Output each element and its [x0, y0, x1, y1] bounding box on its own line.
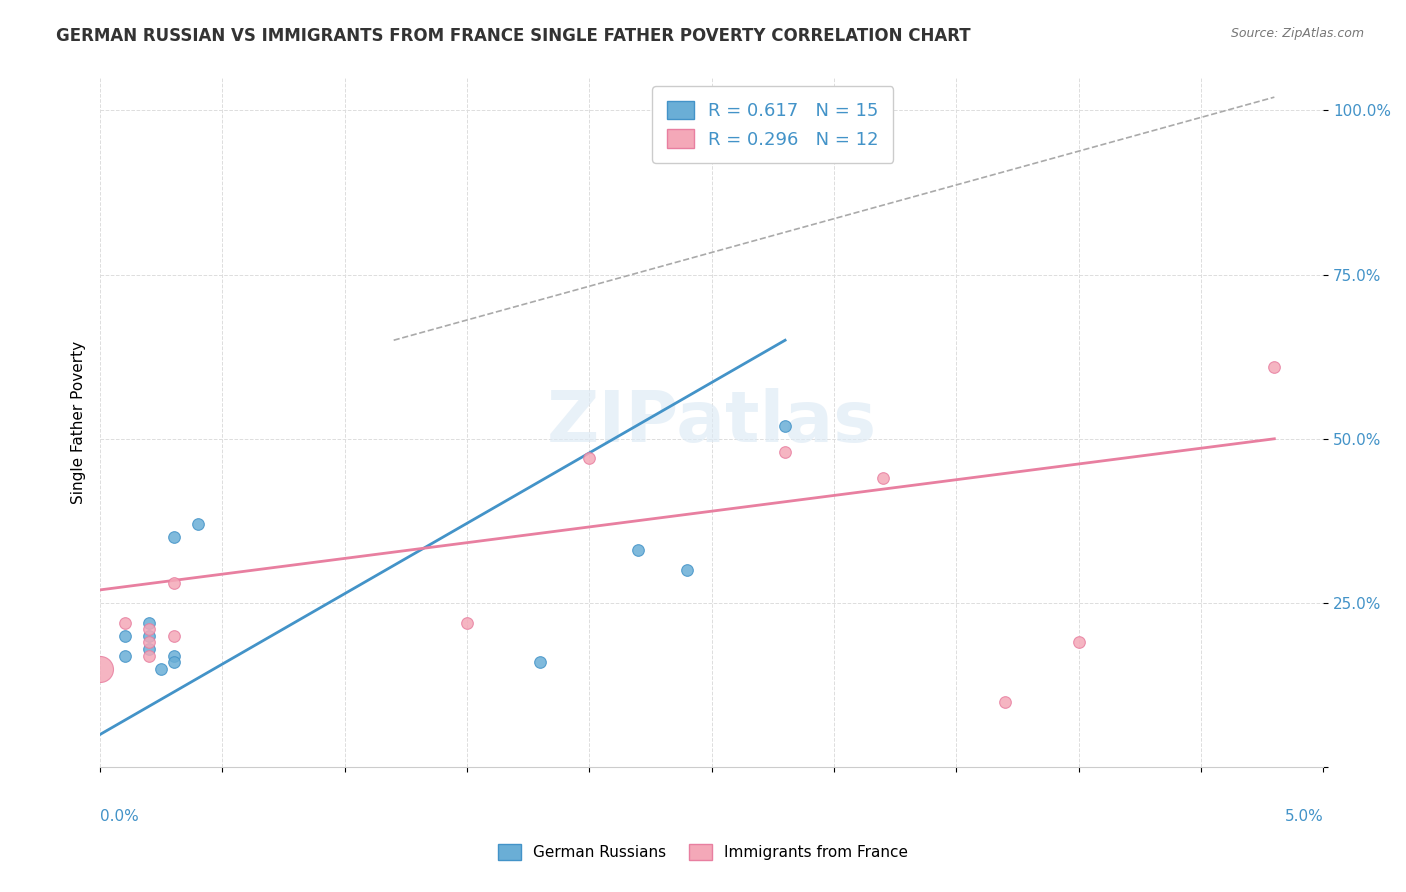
Legend: German Russians, Immigrants from France: German Russians, Immigrants from France: [492, 838, 914, 866]
Text: 0.0%: 0.0%: [100, 809, 139, 823]
Point: [114, 629, 136, 643]
Y-axis label: Single Father Poverty: Single Father Poverty: [72, 341, 86, 504]
Point: [994, 695, 1017, 709]
Point: [114, 648, 136, 663]
Point: [162, 629, 184, 643]
Point: [138, 622, 160, 636]
Point: [162, 648, 184, 663]
Point: [114, 615, 136, 630]
Point: [1263, 359, 1285, 374]
Text: GERMAN RUSSIAN VS IMMIGRANTS FROM FRANCE SINGLE FATHER POVERTY CORRELATION CHART: GERMAN RUSSIAN VS IMMIGRANTS FROM FRANCE…: [56, 27, 972, 45]
Point: [89, 662, 111, 676]
Point: [1067, 635, 1090, 649]
Point: [872, 471, 894, 485]
Text: 5.0%: 5.0%: [1285, 809, 1323, 823]
Point: [456, 615, 478, 630]
Point: [773, 418, 796, 433]
Legend: R = 0.617   N = 15, R = 0.296   N = 12: R = 0.617 N = 15, R = 0.296 N = 12: [652, 87, 893, 163]
Point: [138, 615, 160, 630]
Point: [138, 629, 160, 643]
Point: [150, 662, 173, 676]
Point: [138, 635, 160, 649]
Point: [187, 517, 209, 532]
Point: [773, 123, 796, 137]
Text: Source: ZipAtlas.com: Source: ZipAtlas.com: [1230, 27, 1364, 40]
Point: [162, 576, 184, 591]
Point: [529, 655, 551, 669]
Point: [162, 655, 184, 669]
Point: [162, 530, 184, 544]
Text: ZIPatlas: ZIPatlas: [547, 388, 877, 457]
Point: [578, 451, 600, 466]
Point: [676, 563, 699, 577]
Point: [138, 642, 160, 657]
Point: [627, 543, 650, 558]
Point: [773, 445, 796, 459]
Point: [138, 648, 160, 663]
